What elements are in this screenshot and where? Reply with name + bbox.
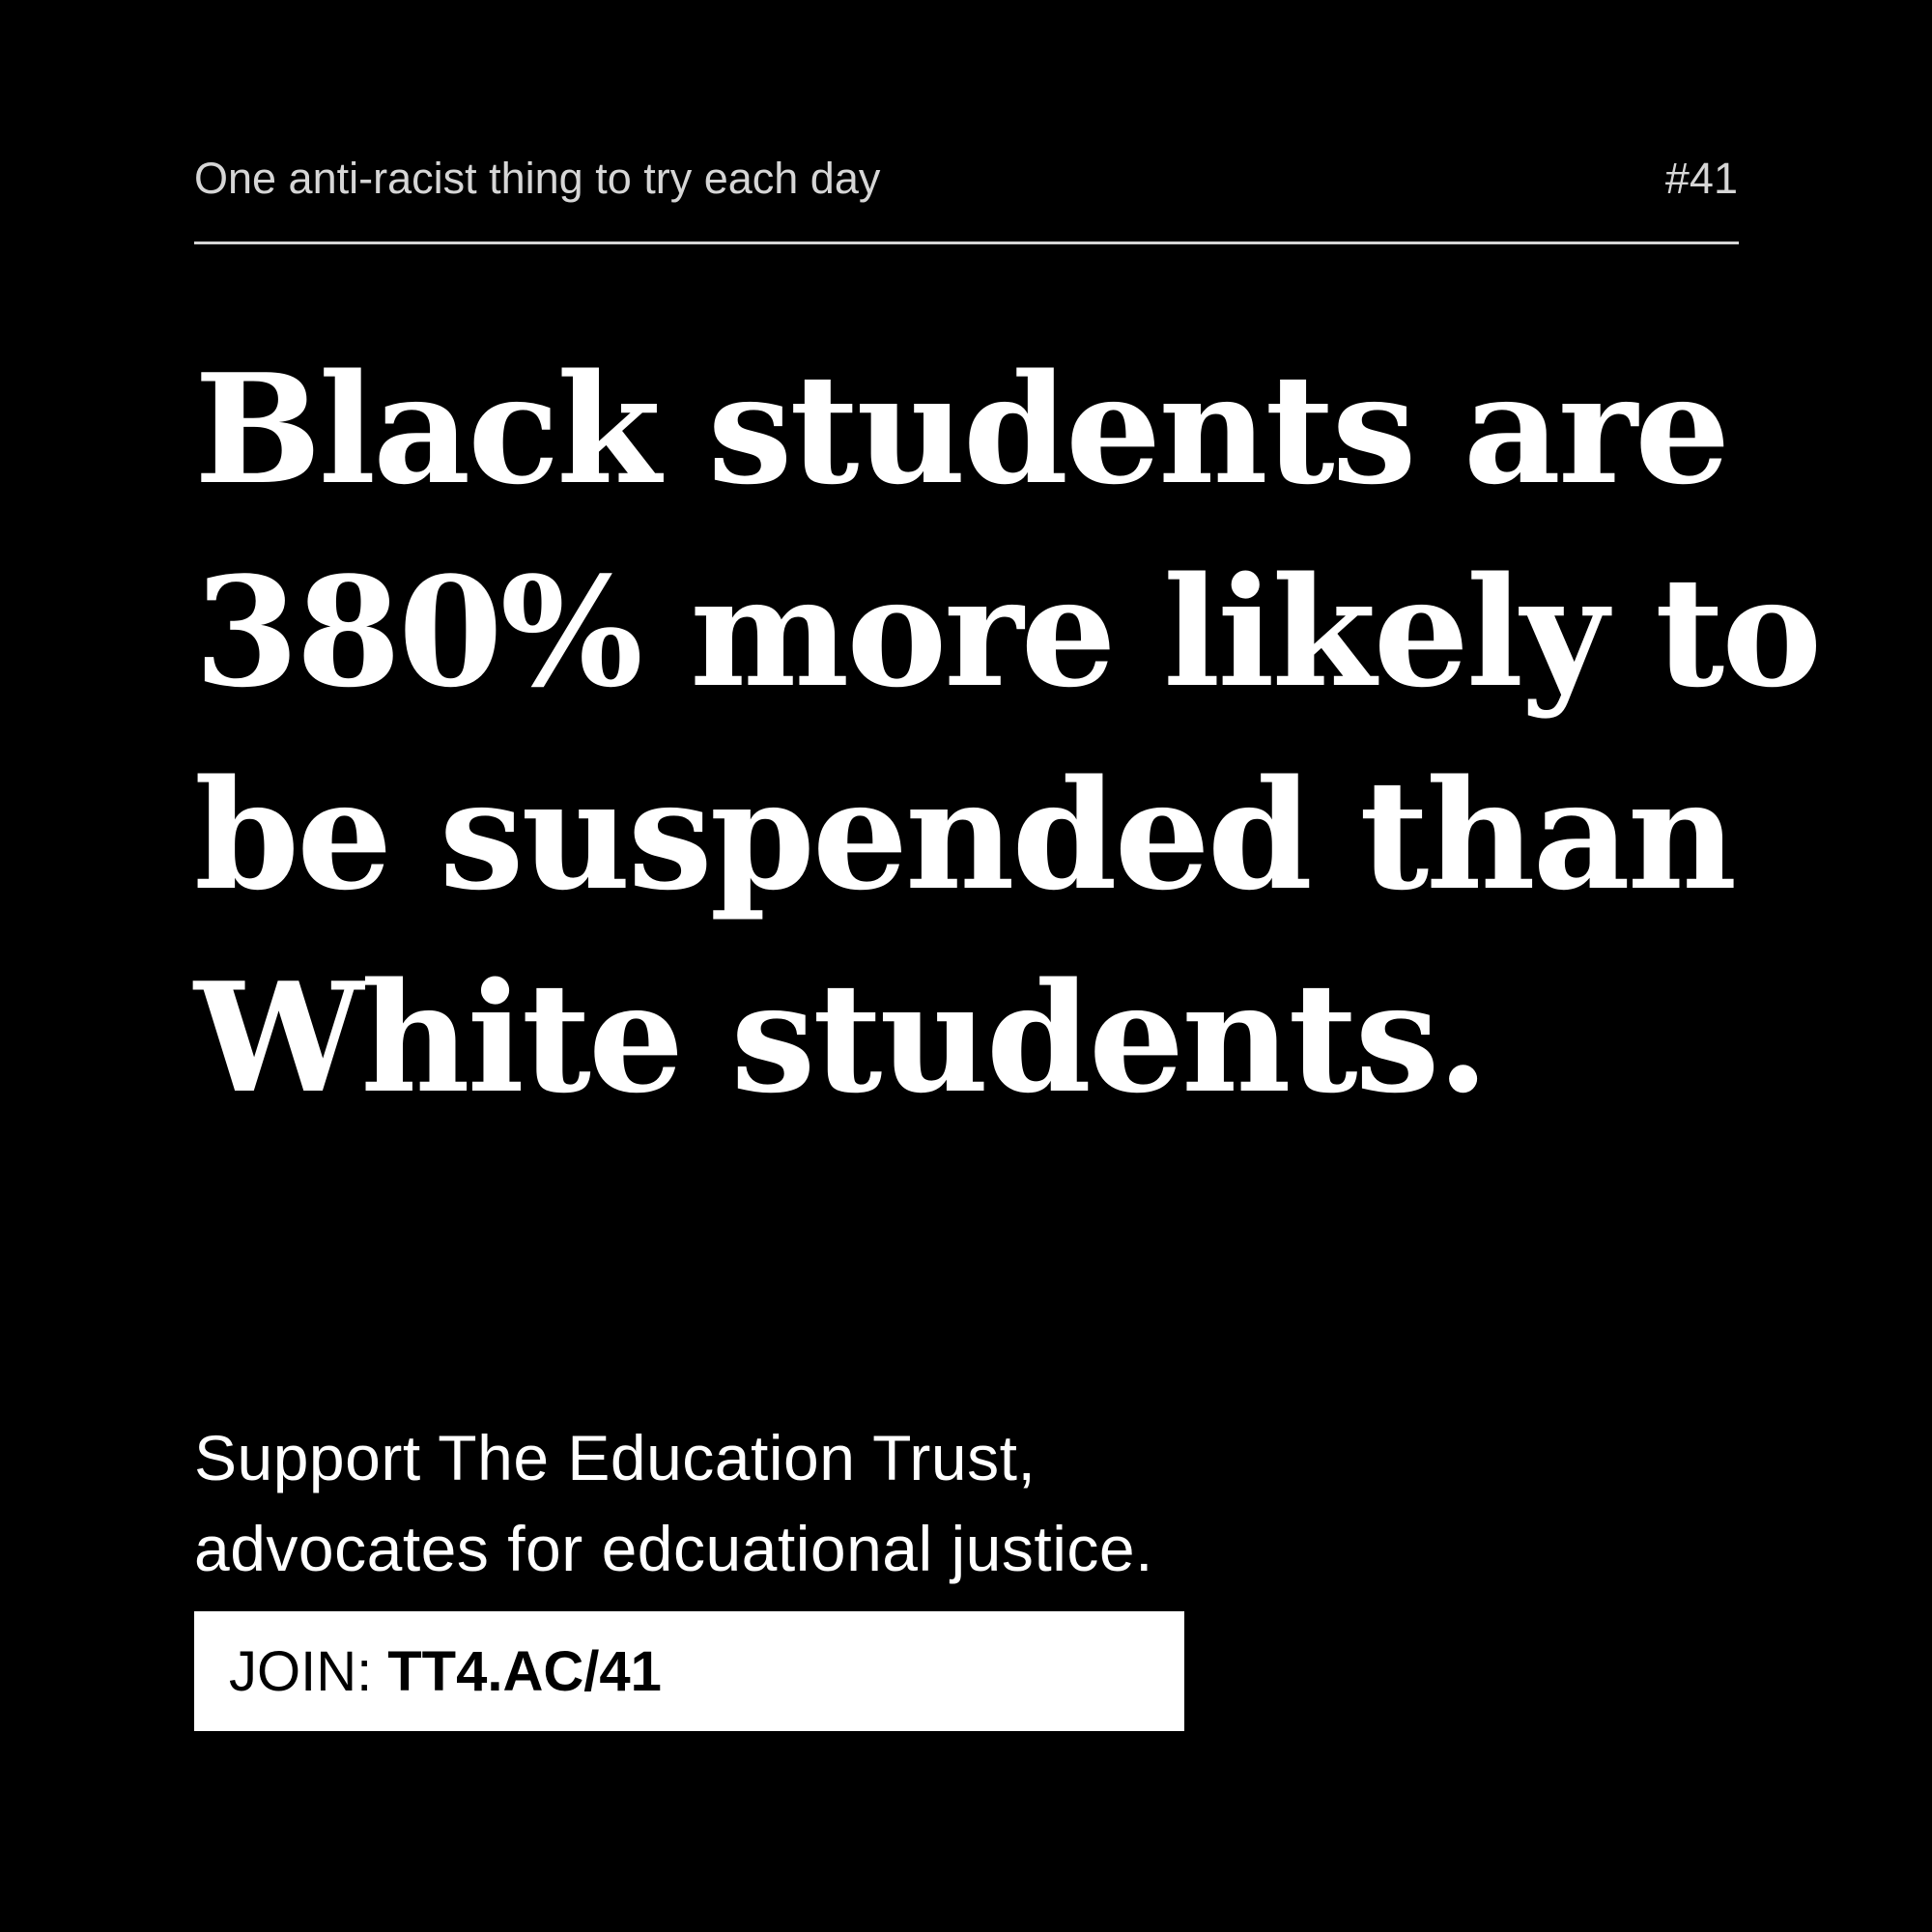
join-banner[interactable]: JOIN: TT4.AC/41 <box>194 1611 1184 1731</box>
join-prefix: JOIN: <box>229 1639 373 1703</box>
headline-line-3: be suspended than <box>194 747 1737 923</box>
support-line-1: Support The Education Trust, <box>194 1422 1037 1493</box>
series-label: One anti-racist thing to try each day <box>194 154 881 203</box>
headline-line-1: Black students are <box>194 341 1730 518</box>
header-divider <box>194 242 1739 244</box>
issue-number: #41 <box>1664 154 1738 203</box>
join-link[interactable]: TT4.AC/41 <box>387 1639 662 1703</box>
support-line-2: advocates for edcuational justice. <box>194 1513 1153 1584</box>
headline: Black students are 380% more likely to b… <box>194 328 1822 1140</box>
headline-line-2: 380% more likely to <box>194 544 1822 721</box>
headline-line-4: White students. <box>194 950 1490 1126</box>
support-text: Support The Education Trust, advocates f… <box>194 1412 1153 1594</box>
